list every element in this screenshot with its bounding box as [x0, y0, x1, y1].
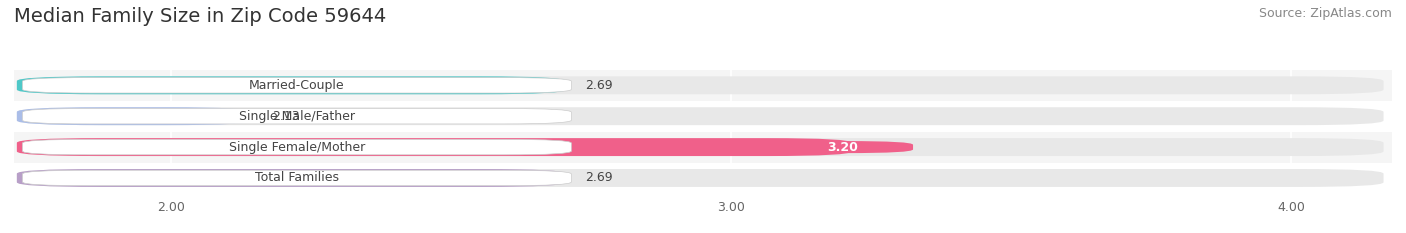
- FancyBboxPatch shape: [17, 169, 565, 187]
- Text: Source: ZipAtlas.com: Source: ZipAtlas.com: [1258, 7, 1392, 20]
- Text: Total Families: Total Families: [254, 171, 339, 185]
- Text: Single Male/Father: Single Male/Father: [239, 110, 354, 123]
- FancyBboxPatch shape: [22, 170, 571, 186]
- FancyBboxPatch shape: [17, 76, 565, 94]
- Bar: [14, 70, 1392, 101]
- Text: Married-Couple: Married-Couple: [249, 79, 344, 92]
- Text: 2.69: 2.69: [585, 79, 613, 92]
- FancyBboxPatch shape: [22, 109, 571, 124]
- Text: 2.69: 2.69: [585, 171, 613, 185]
- Bar: [14, 101, 1392, 132]
- FancyBboxPatch shape: [17, 107, 252, 125]
- FancyBboxPatch shape: [17, 107, 1384, 125]
- Text: Single Female/Mother: Single Female/Mother: [229, 140, 366, 154]
- Bar: [14, 163, 1392, 193]
- Text: 2.13: 2.13: [271, 110, 299, 123]
- Text: Median Family Size in Zip Code 59644: Median Family Size in Zip Code 59644: [14, 7, 387, 26]
- FancyBboxPatch shape: [17, 138, 852, 156]
- Bar: [14, 132, 1392, 163]
- Text: 3.20: 3.20: [828, 140, 859, 154]
- FancyBboxPatch shape: [773, 141, 912, 153]
- FancyBboxPatch shape: [17, 76, 1384, 94]
- FancyBboxPatch shape: [22, 139, 571, 155]
- FancyBboxPatch shape: [22, 78, 571, 93]
- FancyBboxPatch shape: [17, 169, 1384, 187]
- FancyBboxPatch shape: [17, 138, 1384, 156]
